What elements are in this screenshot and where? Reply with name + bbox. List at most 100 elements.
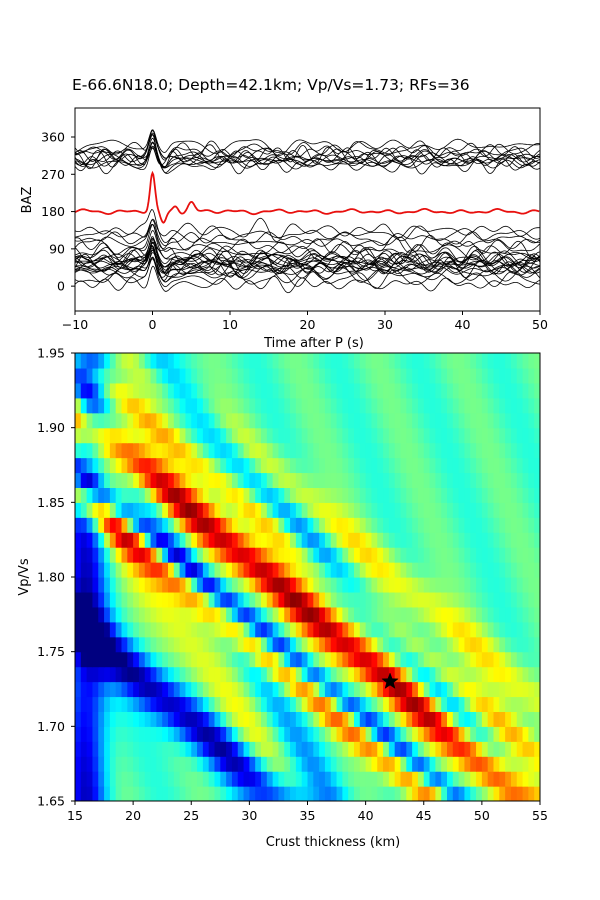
heatmap-cell bbox=[127, 771, 134, 787]
heatmap-cell bbox=[528, 696, 535, 712]
heatmap-cell bbox=[127, 666, 134, 683]
heatmap-cell bbox=[295, 412, 303, 429]
heatmap-cell bbox=[290, 771, 297, 787]
heatmap-cell bbox=[109, 577, 117, 593]
heatmap-cell bbox=[499, 681, 506, 698]
heatmap-cell bbox=[197, 786, 204, 801]
heatmap-cell bbox=[261, 487, 268, 503]
heatmap-cell bbox=[365, 771, 373, 787]
heatmap-cell bbox=[452, 517, 460, 533]
heatmap-cell bbox=[371, 771, 378, 787]
heatmap-cell bbox=[447, 562, 454, 578]
heatmap-cell bbox=[324, 487, 332, 503]
heatmap-cell bbox=[214, 771, 221, 787]
heatmap-cell bbox=[371, 651, 378, 668]
heatmap-cell bbox=[86, 591, 94, 608]
heatmap-cell bbox=[92, 651, 99, 668]
heatmap-cell bbox=[156, 412, 163, 429]
heatmap-cell bbox=[208, 771, 216, 787]
heatmap-cell bbox=[528, 457, 535, 474]
heatmap-cell bbox=[441, 487, 448, 503]
heatmap-cell bbox=[92, 681, 99, 698]
heatmap-cell bbox=[109, 382, 117, 399]
heatmap-cell bbox=[417, 442, 425, 459]
heatmap-cell bbox=[452, 562, 460, 578]
heatmap-cell bbox=[417, 621, 425, 638]
heatmap-cell bbox=[313, 577, 320, 593]
heatmap-cell bbox=[144, 382, 152, 399]
heatmap-cell bbox=[522, 547, 529, 563]
heatmap-cell bbox=[371, 502, 378, 518]
heatmap-cell bbox=[185, 756, 192, 772]
heatmap-cell bbox=[80, 353, 88, 369]
heatmap-cell bbox=[324, 786, 332, 801]
rf-trace bbox=[75, 132, 540, 164]
heatmap-cell bbox=[371, 367, 378, 384]
heatmap-cell bbox=[295, 756, 303, 772]
heatmap-cell bbox=[144, 651, 152, 668]
heatmap-cell bbox=[348, 696, 355, 712]
heatmap-cell bbox=[272, 457, 280, 474]
rf-x-tick-label: 50 bbox=[532, 317, 548, 332]
heatmap-cell bbox=[487, 606, 495, 623]
heatmap-cell bbox=[429, 577, 436, 593]
heatmap-cell bbox=[412, 457, 419, 474]
heatmap-cell bbox=[121, 427, 128, 444]
heatmap-cell bbox=[313, 487, 320, 503]
heatmap-cell bbox=[510, 741, 518, 757]
heatmap-cell bbox=[138, 577, 146, 593]
heatmap-cell bbox=[417, 562, 425, 578]
heatmap-cell bbox=[261, 786, 268, 801]
heatmap-cell bbox=[435, 696, 442, 712]
heatmap-cell bbox=[179, 442, 187, 459]
heatmap-cell bbox=[464, 353, 471, 369]
heatmap-cell bbox=[470, 786, 477, 801]
heatmap-cell bbox=[168, 786, 175, 801]
heatmap-cell bbox=[168, 711, 175, 727]
heatmap-cell bbox=[220, 666, 227, 683]
heatmap-cell bbox=[109, 756, 117, 772]
heatmap-cell bbox=[528, 666, 535, 683]
heatmap-cell bbox=[162, 412, 169, 429]
heatmap-cell bbox=[429, 741, 436, 757]
heatmap-cell bbox=[115, 382, 123, 399]
heatmap-cell bbox=[481, 741, 489, 757]
heatmap-cell bbox=[115, 487, 123, 503]
heatmap-cell bbox=[377, 651, 384, 668]
heatmap-cell bbox=[464, 367, 471, 384]
heatmap-cell bbox=[406, 711, 413, 727]
heatmap-cell bbox=[226, 412, 233, 429]
heatmap-cell bbox=[307, 711, 314, 727]
heatmap-cell bbox=[121, 771, 128, 787]
heatmap-cell bbox=[383, 696, 390, 712]
heatmap-cell bbox=[197, 756, 204, 772]
heatmap-cell bbox=[447, 591, 454, 608]
heatmap-cell bbox=[452, 382, 460, 399]
heatmap-cell bbox=[447, 681, 454, 698]
heatmap-cell bbox=[510, 666, 518, 683]
heatmap-cell bbox=[499, 786, 506, 801]
heatmap-cell bbox=[133, 502, 140, 518]
heatmap-cell bbox=[441, 726, 448, 742]
heatmap-cell bbox=[522, 412, 529, 429]
heatmap-cell bbox=[464, 487, 471, 503]
heatmap-cell bbox=[150, 382, 157, 399]
heatmap-cell bbox=[394, 711, 402, 727]
rf-trace bbox=[75, 239, 540, 266]
heatmap-cell bbox=[127, 532, 134, 548]
heatmap-cell bbox=[278, 681, 285, 698]
heatmap-cell bbox=[208, 472, 216, 488]
heatmap-cell bbox=[144, 487, 152, 503]
heatmap-cell bbox=[481, 621, 489, 638]
heatmap-cell bbox=[336, 771, 343, 787]
heatmap-cell bbox=[138, 711, 146, 727]
heatmap-cell bbox=[412, 562, 419, 578]
heatmap-cell bbox=[476, 367, 483, 384]
heatmap-cell bbox=[156, 353, 163, 369]
heatmap-cell bbox=[150, 367, 157, 384]
heatmap-cell bbox=[534, 726, 540, 742]
heatmap-cell bbox=[249, 457, 256, 474]
heatmap-cell bbox=[336, 696, 343, 712]
heatmap-cell bbox=[162, 547, 169, 563]
heatmap-cell bbox=[144, 696, 152, 712]
